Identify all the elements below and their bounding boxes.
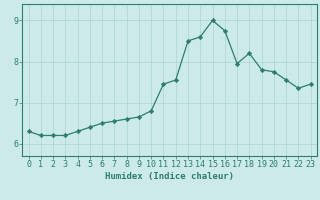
- X-axis label: Humidex (Indice chaleur): Humidex (Indice chaleur): [105, 172, 234, 181]
